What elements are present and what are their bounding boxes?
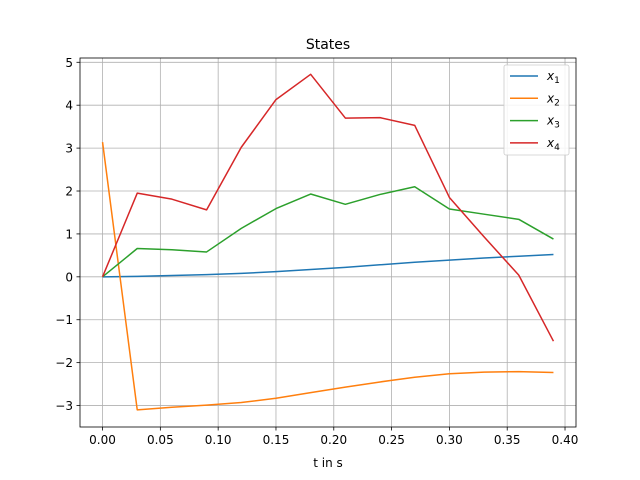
series-line-x3 (102, 185, 554, 278)
y-tick-label: 3 (65, 142, 73, 156)
y-tick-label: 5 (65, 56, 73, 70)
x-tick-label: 0.15 (263, 433, 290, 447)
x-tick-label: 0.40 (552, 433, 579, 447)
x-axis-label: t in s (313, 456, 343, 470)
series-layer (101, 73, 555, 411)
plot-area (80, 58, 576, 427)
y-tick-label: 0 (65, 270, 73, 284)
y-tick-label: 1 (65, 227, 73, 241)
chart-title: States (306, 37, 350, 53)
legend-box (503, 64, 570, 156)
x-tick-label: 0.05 (147, 433, 174, 447)
y-tick-label: −2 (55, 356, 73, 370)
x-tick-label: 0.35 (494, 433, 521, 447)
series-line-x1 (102, 253, 554, 278)
y-tick-label: −3 (55, 399, 73, 413)
series-line-x2 (101, 142, 554, 411)
x-tick-label: 0.00 (89, 433, 116, 447)
x-tick-label: 0.10 (205, 433, 232, 447)
series-line-x4 (101, 73, 555, 342)
x-tick-label: 0.20 (320, 433, 347, 447)
ticks: 0.00 0.05 0.10 0.15 0.20 0.25 0.30 0.35 0.40 −3 −2… (55, 56, 578, 447)
y-tick-label: −1 (55, 313, 73, 327)
plot-frame (79, 57, 577, 428)
x-tick-label: 0.25 (378, 433, 405, 447)
y-tick-label: 2 (65, 185, 73, 199)
y-tick-label: 4 (65, 99, 73, 113)
x-tick-label: 0.30 (436, 433, 463, 447)
